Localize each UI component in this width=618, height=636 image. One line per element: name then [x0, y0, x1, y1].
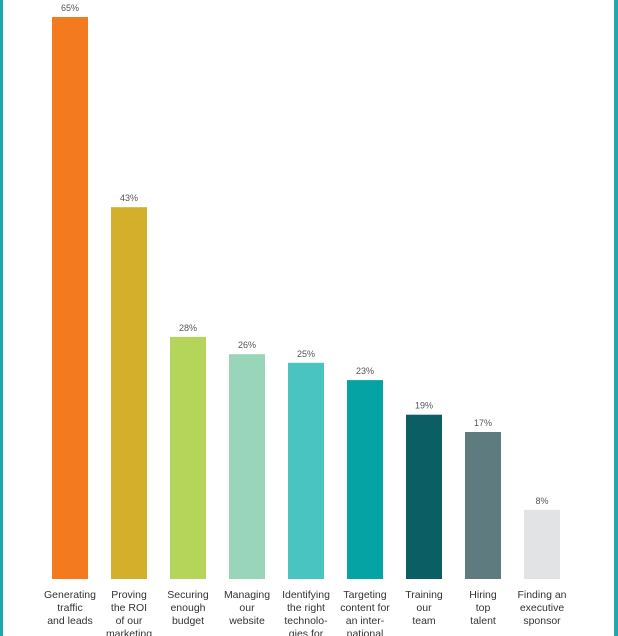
- category-label-1-line-0: Proving: [111, 589, 147, 601]
- category-label-8-line-0: Finding an: [517, 589, 566, 601]
- value-label-6: 19%: [415, 401, 433, 411]
- value-label-8: 8%: [535, 496, 548, 506]
- category-label-7-line-0: Hiring: [469, 589, 497, 601]
- value-label-3: 26%: [238, 340, 256, 350]
- value-label-1: 43%: [120, 193, 138, 203]
- category-label-1-line-1: the ROI: [111, 602, 147, 614]
- category-label-6-line-2: team: [412, 615, 436, 627]
- left-accent-border: [0, 0, 3, 636]
- category-label-1: Proving the ROI of our marketing: [106, 589, 152, 636]
- value-labels-group: 65% 43% 28% 26% 25% 23% 19% 17% 8%: [61, 3, 549, 506]
- category-label-2-line-1: enough: [170, 602, 205, 614]
- category-label-8-line-2: sponsor: [523, 615, 561, 627]
- value-label-2: 28%: [179, 323, 197, 333]
- category-label-8-line-1: executive: [520, 602, 565, 614]
- category-label-2-line-2: budget: [172, 615, 204, 627]
- value-label-4: 25%: [297, 349, 315, 359]
- category-label-5: Targeting content for an inter-national: [340, 589, 390, 636]
- bar-0: [52, 17, 88, 579]
- category-label-3-line-0: Managing: [224, 589, 270, 601]
- category-label-7: Hiring top talent: [469, 589, 497, 627]
- bar-7: [465, 432, 501, 579]
- bar-8: [524, 509, 560, 579]
- category-label-4-line-2: technolo-: [284, 615, 328, 627]
- category-label-3-line-1: our: [239, 602, 255, 614]
- bar-1: [111, 207, 147, 579]
- category-label-8: Finding an executive sponsor: [517, 589, 566, 627]
- category-label-1-line-2: of our: [116, 615, 143, 627]
- bars-group: [52, 17, 560, 579]
- category-label-7-line-1: top: [476, 602, 491, 614]
- value-label-5: 23%: [356, 366, 374, 376]
- category-label-3: Managing our website: [224, 589, 270, 627]
- category-label-6: Training our team: [405, 589, 443, 627]
- category-label-7-line-2: talent: [470, 615, 496, 627]
- value-label-0: 65%: [61, 3, 79, 13]
- category-label-0-line-1: traffic: [57, 602, 82, 614]
- category-label-0-line-0: Generating: [44, 589, 96, 601]
- bar-2: [170, 336, 206, 579]
- category-label-4: Identifying the right technolo-gies for: [282, 589, 330, 636]
- value-label-7: 17%: [474, 418, 492, 428]
- category-label-5-line-3: national: [347, 628, 384, 636]
- category-label-6-line-1: our: [416, 602, 432, 614]
- right-accent-border: [614, 0, 618, 636]
- category-label-0-line-2: and leads: [47, 615, 93, 627]
- category-label-4-line-0: Identifying: [282, 589, 330, 601]
- category-label-5-line-0: Targeting: [343, 589, 386, 601]
- category-label-4-line-3: gies for: [289, 628, 324, 636]
- category-label-2: Securing enough budget: [167, 589, 209, 627]
- bar-4: [288, 362, 324, 579]
- bar-6: [406, 414, 442, 579]
- category-label-0: Generating traffic and leads: [44, 589, 96, 627]
- bar-5: [347, 380, 383, 579]
- category-label-3-line-2: website: [228, 615, 265, 627]
- category-label-6-line-0: Training: [405, 589, 443, 601]
- category-labels-group: Generating traffic and leads Proving the ROI…: [44, 589, 567, 636]
- category-label-5-line-2: an inter-: [346, 615, 385, 627]
- bar-3: [229, 354, 265, 579]
- category-label-4-line-1: the right: [287, 602, 325, 614]
- category-label-5-line-1: content for: [340, 602, 390, 614]
- category-label-2-line-0: Securing: [167, 589, 209, 601]
- category-label-1-line-3: marketing: [106, 628, 152, 636]
